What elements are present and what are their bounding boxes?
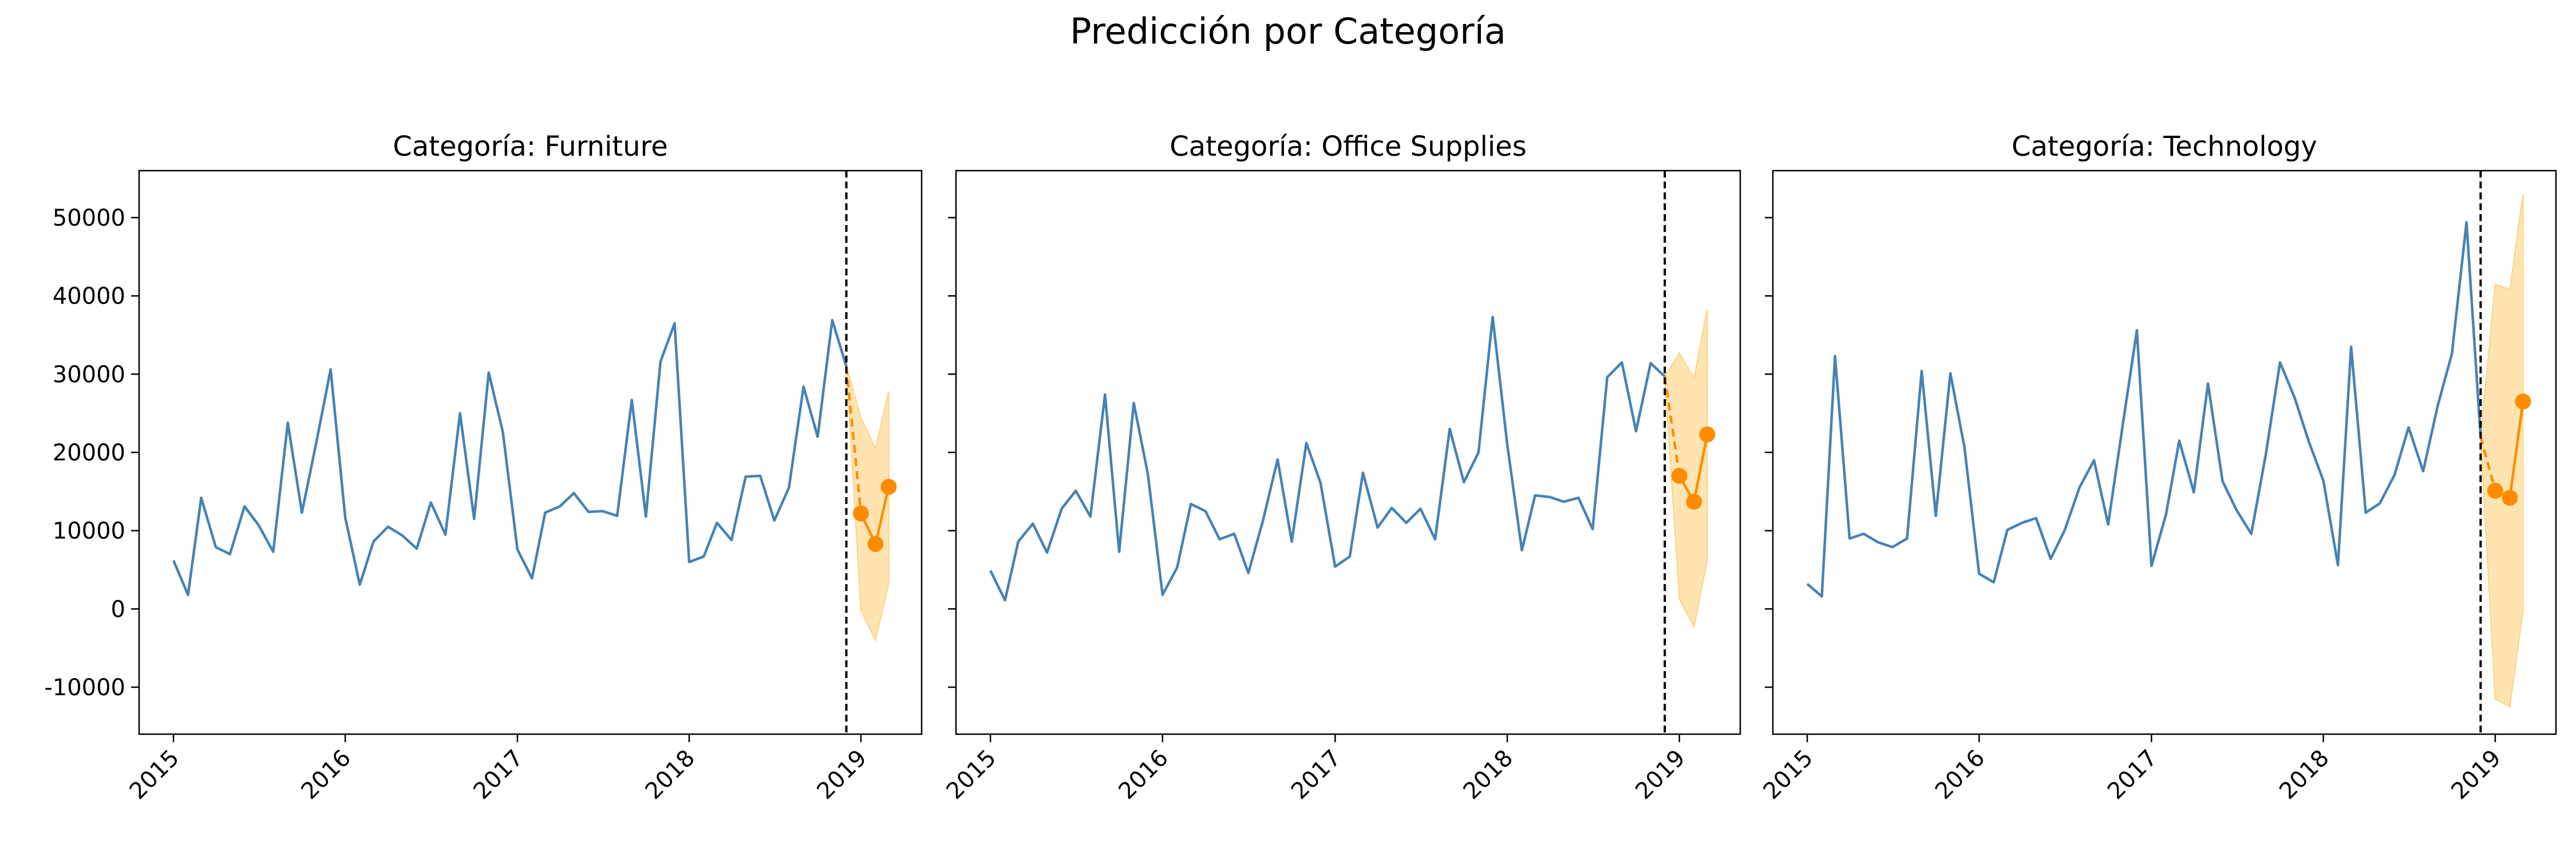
forecast-connector: [2479, 436, 2497, 491]
forecast-point: [2487, 482, 2503, 499]
x-tick-label: 2019: [812, 745, 872, 805]
forecast-point: [1671, 468, 1688, 484]
history-line: [1806, 220, 2482, 598]
panel-furniture: Categoría: Furniture -10000 0 10000 20000 300…: [44, 131, 923, 805]
x-tick-label: 2016: [297, 745, 357, 805]
figure-title: Predicción por Categoría: [1070, 10, 1506, 52]
y-tick-label: 50000: [53, 205, 125, 231]
forecast-point: [880, 479, 897, 495]
panel-office-supplies: Categoría: Office Supplies 2015 2016 2017 20…: [942, 131, 1741, 805]
x-tick-label: 2019: [2446, 745, 2506, 805]
y-tick-label: 10000: [53, 518, 125, 545]
panel-title: Categoría: Office Supplies: [1170, 131, 1526, 163]
x-tick-label: 2015: [1759, 745, 1819, 805]
forecast-point: [852, 505, 869, 522]
x-tick-label: 2017: [468, 745, 528, 805]
x-tick-label: 2018: [640, 745, 700, 805]
x-tick-label: 2017: [2103, 745, 2163, 805]
x-tick-label: 2015: [125, 745, 185, 805]
history-line: [172, 318, 848, 596]
x-tick-label: 2018: [1459, 745, 1519, 805]
y-tick-label: -10000: [44, 675, 125, 701]
panel-title: Categoría: Technology: [2012, 131, 2317, 163]
forecast-point: [867, 535, 884, 552]
confidence-band: [846, 366, 890, 642]
panel-technology: Categoría: Technology 2015 2016 2017 2018 201…: [1759, 131, 2557, 805]
forecast-point: [2515, 393, 2531, 410]
y-tick-label: 40000: [53, 283, 125, 310]
axes-frame: [138, 170, 923, 735]
panel-title: Categoría: Furniture: [393, 131, 668, 163]
y-tick-label: 20000: [53, 440, 125, 466]
y-tick-label: 30000: [53, 361, 125, 388]
forecast-point: [2502, 490, 2518, 506]
x-tick-label: 2018: [2274, 745, 2334, 805]
axes-frame: [1772, 170, 2557, 735]
x-tick-label: 2016: [1930, 745, 1990, 805]
forecast-connector: [845, 366, 863, 514]
forecast-point: [1699, 426, 1716, 443]
x-tick-label: 2019: [1630, 745, 1690, 805]
forecast-connector: [1663, 376, 1681, 476]
x-tick-label: 2017: [1286, 745, 1346, 805]
x-tick-label: 2016: [1113, 745, 1174, 805]
x-tick-label: 2015: [942, 745, 1002, 805]
axes-frame: [955, 170, 1741, 735]
y-tick-label: 0: [111, 596, 125, 622]
history-line: [989, 316, 1666, 602]
forecast-point: [1686, 494, 1702, 510]
